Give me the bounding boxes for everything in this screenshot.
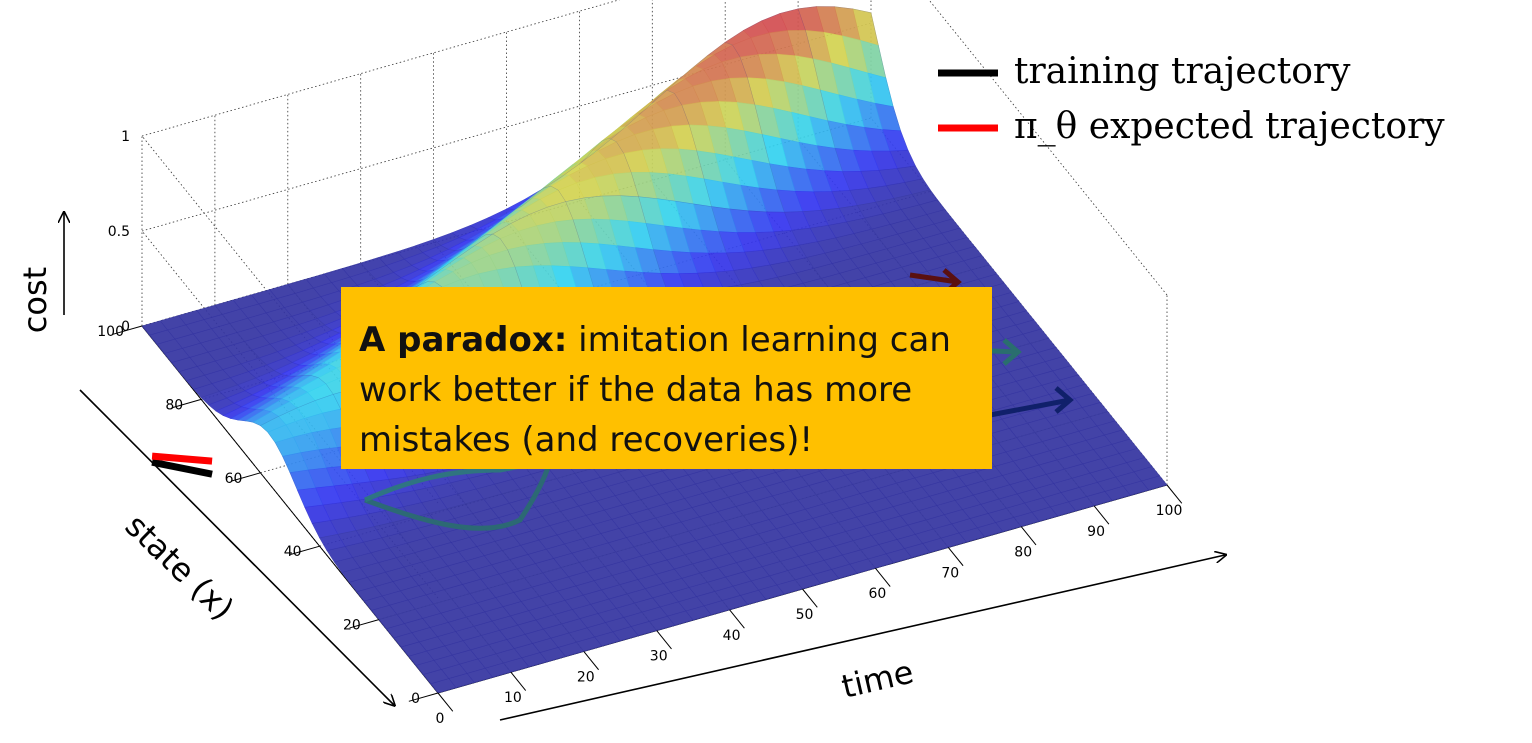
surface-mesh-line — [141, 6, 872, 327]
state-tick-mark — [408, 692, 439, 702]
state-tick-label: 40 — [284, 544, 302, 560]
callout-text: imitation learning can work better if th… — [359, 320, 951, 460]
surface-mesh-line — [141, 325, 439, 694]
time-tick-label: 50 — [796, 607, 814, 623]
time-tick-mark — [510, 671, 527, 691]
legend-label-expected: π_θ expected trajectory — [1014, 106, 1445, 147]
time-tick-label: 70 — [941, 565, 959, 581]
time-tick-mark — [947, 547, 964, 567]
time-tick-label: 90 — [1087, 524, 1105, 540]
state-tick-label: 80 — [165, 397, 183, 413]
state-tick-label: 100 — [97, 324, 124, 340]
state-tick-mark — [112, 325, 143, 335]
state-tick-label: 20 — [343, 618, 361, 634]
surface-mesh-line — [201, 189, 931, 398]
state-tick-mark — [349, 619, 379, 629]
state-axis-arrow — [79, 389, 394, 705]
z-tick-label: 0.5 — [108, 224, 130, 240]
expected-trajectory — [151, 452, 213, 465]
z-tick-label: 0 — [121, 319, 130, 335]
trajectory-arrow — [909, 272, 959, 285]
time-tick-mark — [802, 588, 818, 608]
time-tick-label: 30 — [650, 649, 668, 665]
time-tick-label: 20 — [577, 669, 595, 685]
state-tick-label: 60 — [225, 471, 243, 487]
trajectory-arrowhead — [1002, 338, 1022, 366]
z-tick-label: 1 — [121, 129, 130, 145]
time-tick-label: 10 — [504, 690, 522, 706]
training-trajectory — [151, 458, 213, 478]
z-axis-label: cost — [16, 267, 54, 333]
time-tick-mark — [875, 567, 891, 587]
time-tick-label: 100 — [1156, 503, 1183, 519]
time-tick-mark — [437, 692, 454, 712]
time-tick-mark — [729, 609, 745, 629]
time-tick-label: 0 — [436, 711, 445, 727]
tick-labels: 00.510204060801000102030405060708090100 — [97, 129, 1182, 727]
state-tick-mark — [290, 545, 320, 556]
grid-line — [141, 135, 439, 504]
legend-label-training: training trajectory — [1014, 51, 1351, 92]
time-tick-label: 40 — [723, 628, 741, 644]
callout-bold: A paradox: — [359, 320, 568, 360]
state-tick-mark — [171, 398, 202, 409]
legend: training trajectory π_θ expected traject… — [938, 51, 1445, 147]
time-tick-mark — [1020, 526, 1037, 546]
trajectories — [151, 268, 1074, 531]
surface-patch — [430, 678, 457, 694]
time-tick-mark — [1093, 505, 1110, 525]
state-tick-mark — [231, 472, 261, 482]
surface-mesh-line — [870, 12, 1168, 486]
time-tick-label: 80 — [1014, 545, 1032, 561]
state-axis-label: state (x) — [118, 506, 242, 627]
trajectory-arrowhead — [1054, 386, 1074, 414]
time-axis-arrow — [499, 555, 1225, 721]
time-axis-label: time — [838, 653, 917, 706]
time-tick-mark — [583, 651, 599, 671]
trajectory-arrow — [989, 397, 1071, 418]
paradox-callout: A paradox: imitation learning can work b… — [341, 287, 992, 469]
time-tick-label: 60 — [868, 586, 886, 602]
time-tick-mark — [1166, 484, 1183, 504]
grid-line — [141, 230, 439, 599]
time-tick-mark — [656, 630, 672, 650]
